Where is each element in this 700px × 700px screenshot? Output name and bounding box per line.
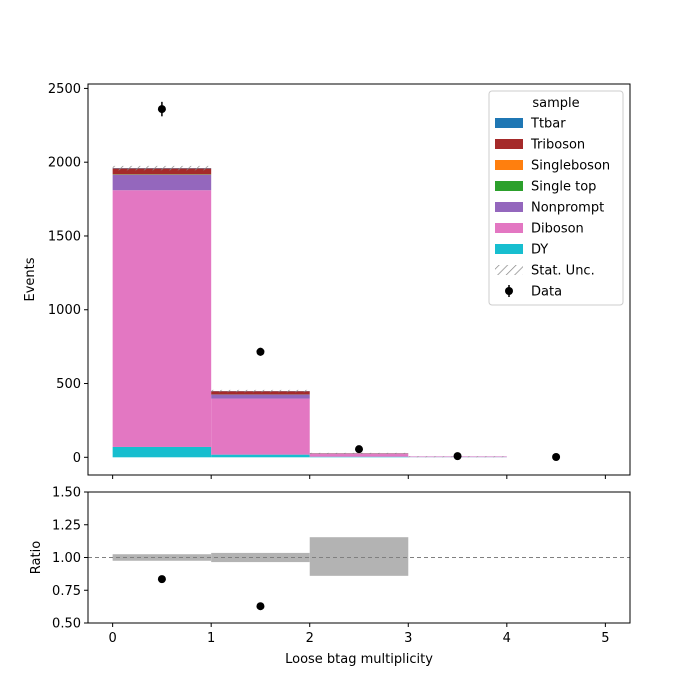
- legend-title: sample: [532, 96, 579, 111]
- legend-label-stat-unc-: Stat. Unc.: [531, 264, 595, 279]
- main-axes-frame: [87, 83, 631, 476]
- bar-triboson-bin-0: [112, 168, 212, 175]
- ratio-y-tick-label: 0.75: [52, 584, 81, 599]
- legend-swatch-nonprompt: [495, 202, 523, 212]
- main-y-tick-label: 500: [56, 377, 81, 392]
- ratio-x-tick-label: 1: [207, 631, 215, 646]
- ratio-y-tick-label: 1.00: [52, 551, 81, 566]
- legend-swatch-singleboson: [495, 160, 523, 170]
- main-y-tick-label: 2000: [48, 156, 81, 171]
- bar-diboson-bin-1: [211, 398, 310, 455]
- ratio-y-tick-label: 1.50: [52, 486, 81, 501]
- ratio-point-0: [157, 575, 166, 584]
- bar-triboson-bin-1: [211, 391, 310, 395]
- stat-unc-bin-0: [112, 165, 212, 171]
- bar-nonprompt-bin-0: [112, 174, 212, 191]
- ratio-plot: 0.50 0.75 1.00 1.25 1.50 0 1 2 3 4 5 Loose btag mul…: [29, 486, 631, 667]
- legend: sample Ttbar Triboson Singleboson Single top…: [488, 90, 624, 306]
- legend-swatch-single-top: [495, 181, 523, 191]
- main-plot: 0 500 1000 1500 2000 2500 Events: [23, 82, 631, 479]
- data-points: [157, 101, 561, 461]
- legend-swatch-triboson: [495, 139, 523, 149]
- ratio-y-tick-label: 0.50: [52, 617, 81, 632]
- legend-marker-data: [505, 287, 513, 295]
- legend-label-diboson: Diboson: [531, 222, 584, 237]
- bar-nonprompt-bin-1: [211, 394, 310, 399]
- legend-swatch-ttbar: [495, 118, 523, 128]
- main-y-tick-label: 2500: [48, 82, 81, 97]
- data-point-0: [157, 105, 166, 114]
- legend-label-nonprompt: Nonprompt: [531, 201, 604, 216]
- main-y-axis-label: Events: [23, 257, 38, 301]
- legend-label-ttbar: Ttbar: [530, 117, 566, 132]
- ratio-x-tick-label: 3: [404, 631, 412, 646]
- bar-dy-bin-1: [211, 454, 310, 458]
- data-point-1: [256, 347, 265, 356]
- main-y-tick-label: 0: [73, 451, 81, 466]
- ratio-point-1: [256, 602, 265, 611]
- legend-swatch-stat-unc-: [495, 265, 523, 275]
- ratio-band-bin-2: [309, 537, 409, 576]
- legend-swatch-dy: [495, 244, 523, 254]
- legend-label-singleboson: Singleboson: [531, 159, 610, 174]
- ratio-band-bin-1: [211, 552, 310, 563]
- data-point-3: [453, 452, 462, 461]
- legend-label-single-top: Single top: [531, 180, 596, 195]
- bar-dy-bin-2: [309, 456, 409, 458]
- main-y-ticks: 0 500 1000 1500 2000 2500: [48, 82, 88, 466]
- ratio-x-tick-label: 4: [503, 631, 511, 646]
- ratio-x-tick-label: 2: [306, 631, 314, 646]
- x-axis-label: Loose btag multiplicity: [285, 652, 433, 667]
- bar-dy-bin-0: [112, 446, 212, 458]
- legend-label-data: Data: [531, 285, 562, 300]
- bar-diboson-bin-2: [309, 454, 409, 457]
- ratio-y-axis-label: Ratio: [29, 541, 44, 574]
- ratio-x-tick-label: 5: [601, 631, 609, 646]
- ratio-y-tick-label: 1.25: [52, 518, 81, 533]
- data-point-2: [355, 445, 363, 454]
- main-y-tick-label: 1500: [48, 229, 81, 244]
- legend-label-dy: DY: [531, 243, 548, 258]
- ratio-x-tick-label: 0: [108, 631, 116, 646]
- stat-unc-bin-2: [309, 452, 409, 454]
- main-y-tick-label: 1000: [48, 303, 81, 318]
- bar-diboson-bin-0: [112, 190, 212, 447]
- stat-unc-bin-1: [211, 389, 310, 393]
- legend-label-triboson: Triboson: [530, 138, 585, 153]
- legend-swatch-diboson: [495, 223, 523, 233]
- stack-bars: [112, 168, 507, 458]
- data-point-4: [552, 452, 561, 461]
